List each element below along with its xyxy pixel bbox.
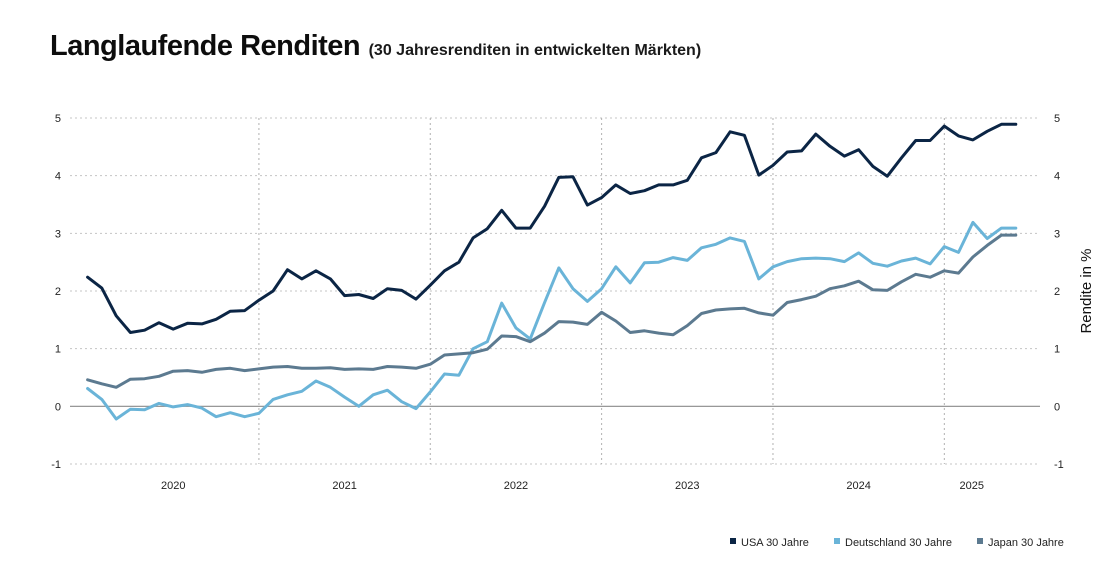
y-tick-right-2: 1: [1054, 344, 1060, 356]
grid-layer: [70, 117, 1040, 465]
x-tick-label-1: 2021: [332, 480, 356, 492]
x-tick-label-5: 2025: [959, 480, 983, 492]
legend: USA 30 Jahre Deutschland 30 Jahre Japan 30…: [730, 537, 1064, 549]
x-tick-label-3: 2023: [675, 480, 699, 492]
y-tick-right-0: -1: [1054, 459, 1064, 471]
legend-label-2: Japan 30 Jahre: [988, 537, 1064, 549]
legend-label-1: Deutschland 30 Jahre: [845, 537, 952, 549]
y-tick-left-2: 1: [55, 344, 61, 356]
y-tick-right-1: 0: [1054, 401, 1060, 413]
x-tick-label-2: 2022: [504, 480, 528, 492]
y-tick-left-3: 2: [55, 286, 61, 298]
y-tick-left-5: 4: [55, 171, 61, 183]
series-line-0: [86, 122, 1018, 334]
y-tick-right-3: 2: [1054, 286, 1060, 298]
x-tick-label-0: 2020: [161, 480, 185, 492]
y-axis-title: Rendite in %: [1078, 248, 1095, 333]
legend-swatch-2: [977, 538, 983, 544]
y-tick-left-1: 0: [55, 401, 61, 413]
y-tick-left-4: 3: [55, 228, 61, 240]
legend-swatch-0: [730, 538, 736, 544]
tick-layer: -1 -1 0 0 1 1 2 2 3 3 4 4 5 5 2020 2021 2022 2023 2024 2025: [51, 113, 1064, 492]
series-layer: [86, 122, 1018, 421]
chart-header: Langlaufende Renditen (30 Jahresrenditen…: [50, 30, 701, 63]
series-line-2: [86, 233, 1018, 389]
legend-swatch-1: [834, 538, 840, 544]
y-tick-left-0: -1: [51, 459, 61, 471]
y-tick-right-6: 5: [1054, 113, 1060, 125]
y-tick-left-6: 5: [55, 113, 61, 125]
y-tick-right-5: 4: [1054, 171, 1060, 183]
series-line-1: [86, 220, 1018, 421]
y-tick-right-4: 3: [1054, 228, 1060, 240]
chart-subtitle: (30 Jahresrenditen in entwickelten Märkt…: [368, 42, 702, 59]
legend-label-0: USA 30 Jahre: [741, 537, 809, 549]
chart-title: Langlaufende Renditen: [50, 30, 361, 62]
x-tick-label-4: 2024: [846, 480, 870, 492]
